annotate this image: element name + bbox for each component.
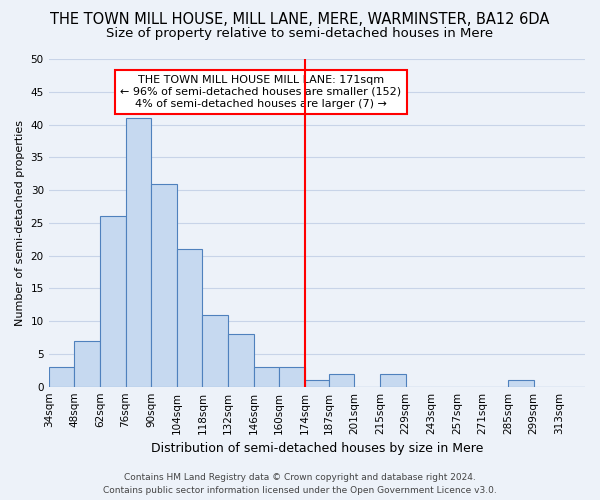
Bar <box>329 374 355 386</box>
Bar <box>125 118 151 386</box>
Bar <box>228 334 254 386</box>
Bar <box>280 367 305 386</box>
Text: THE TOWN MILL HOUSE, MILL LANE, MERE, WARMINSTER, BA12 6DA: THE TOWN MILL HOUSE, MILL LANE, MERE, WA… <box>50 12 550 28</box>
Bar <box>508 380 534 386</box>
Bar <box>380 374 406 386</box>
Bar <box>100 216 125 386</box>
Bar <box>49 367 74 386</box>
Y-axis label: Number of semi-detached properties: Number of semi-detached properties <box>15 120 25 326</box>
Bar <box>254 367 280 386</box>
X-axis label: Distribution of semi-detached houses by size in Mere: Distribution of semi-detached houses by … <box>151 442 483 455</box>
Bar <box>202 314 228 386</box>
Bar <box>151 184 177 386</box>
Text: Contains HM Land Registry data © Crown copyright and database right 2024.
Contai: Contains HM Land Registry data © Crown c… <box>103 474 497 495</box>
Bar <box>177 249 202 386</box>
Bar <box>305 380 329 386</box>
Bar <box>74 341 100 386</box>
Text: Size of property relative to semi-detached houses in Mere: Size of property relative to semi-detach… <box>106 28 494 40</box>
Text: THE TOWN MILL HOUSE MILL LANE: 171sqm
← 96% of semi-detached houses are smaller : THE TOWN MILL HOUSE MILL LANE: 171sqm ← … <box>121 76 401 108</box>
